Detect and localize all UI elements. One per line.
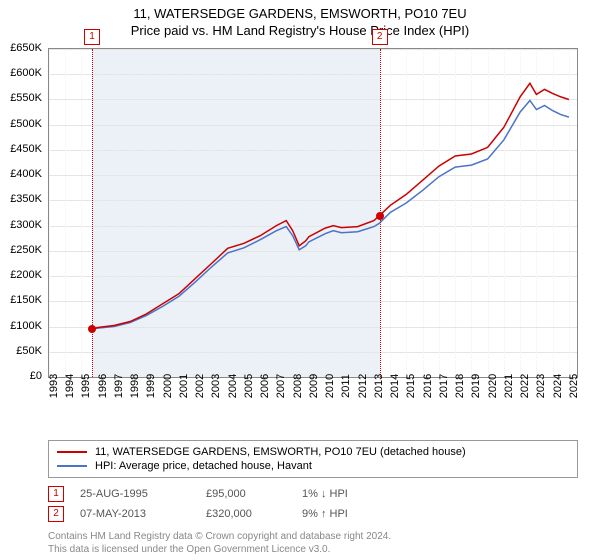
line-svg <box>49 49 577 377</box>
copyright: Contains HM Land Registry data © Crown c… <box>48 530 578 556</box>
xtick-label: 1996 <box>97 374 109 398</box>
xtick-label: 1994 <box>64 374 76 398</box>
xtick-label: 2007 <box>275 374 287 398</box>
xtick-label: 2008 <box>292 374 304 398</box>
xtick-label: 2004 <box>227 374 239 398</box>
xtick-label: 2015 <box>405 374 417 398</box>
ytick-label: £500K <box>0 118 42 130</box>
sale-hpi-2: 9% ↑ HPI <box>302 508 348 520</box>
chart-area: 12 £0£50K£100K£150K£200K£250K£300K£350K£… <box>48 48 578 398</box>
xtick-label: 2021 <box>503 374 515 398</box>
ytick-label: £200K <box>0 269 42 281</box>
marker-flag-2: 2 <box>372 29 388 45</box>
sale-price-2: £320,000 <box>206 508 286 520</box>
copyright-line1: Contains HM Land Registry data © Crown c… <box>48 530 578 543</box>
sale-date-2: 07-MAY-2013 <box>80 508 190 520</box>
ytick-label: £250K <box>0 244 42 256</box>
xtick-label: 2014 <box>389 374 401 398</box>
xtick-label: 1999 <box>145 374 157 398</box>
xtick-label: 2018 <box>454 374 466 398</box>
xtick-label: 2012 <box>357 374 369 398</box>
ytick-label: £50K <box>0 345 42 357</box>
xtick-label: 2013 <box>373 374 385 398</box>
xtick-label: 2011 <box>340 374 352 398</box>
xtick-label: 2022 <box>519 374 531 398</box>
ytick-label: £350K <box>0 193 42 205</box>
legend: 11, WATERSEDGE GARDENS, EMSWORTH, PO10 7… <box>48 440 578 478</box>
ytick-label: £150K <box>0 294 42 306</box>
xtick-label: 2002 <box>194 374 206 398</box>
xtick-label: 2005 <box>243 374 255 398</box>
plot-region: 12 <box>48 48 578 378</box>
chart-container: 11, WATERSEDGE GARDENS, EMSWORTH, PO10 7… <box>0 0 600 560</box>
ytick-label: £300K <box>0 219 42 231</box>
marker-flag-1: 1 <box>84 29 100 45</box>
sale-hpi-1: 1% ↓ HPI <box>302 488 348 500</box>
sale-marker-1: 1 <box>48 486 64 502</box>
marker-dot-2 <box>376 212 384 220</box>
xtick-label: 2019 <box>470 374 482 398</box>
xtick-label: 2020 <box>487 374 499 398</box>
ytick-label: £400K <box>0 168 42 180</box>
xtick-label: 1995 <box>80 374 92 398</box>
series-property <box>92 83 569 329</box>
xtick-label: 2009 <box>308 374 320 398</box>
xtick-label: 1997 <box>113 374 125 398</box>
ytick-label: £0 <box>0 370 42 382</box>
xtick-label: 2025 <box>568 374 580 398</box>
xtick-label: 2023 <box>535 374 547 398</box>
legend-swatch-hpi <box>57 465 87 467</box>
xtick-label: 2001 <box>178 374 190 398</box>
legend-item-property: 11, WATERSEDGE GARDENS, EMSWORTH, PO10 7… <box>57 445 569 459</box>
legend-label-property: 11, WATERSEDGE GARDENS, EMSWORTH, PO10 7… <box>95 446 466 458</box>
xtick-label: 2016 <box>422 374 434 398</box>
sale-row-2: 2 07-MAY-2013 £320,000 9% ↑ HPI <box>48 504 578 524</box>
chart-title-line1: 11, WATERSEDGE GARDENS, EMSWORTH, PO10 7… <box>0 0 600 21</box>
sales-table: 1 25-AUG-1995 £95,000 1% ↓ HPI 2 07-MAY-… <box>48 484 578 524</box>
sale-date-1: 25-AUG-1995 <box>80 488 190 500</box>
ytick-label: £100K <box>0 320 42 332</box>
sale-marker-2: 2 <box>48 506 64 522</box>
xtick-label: 2024 <box>552 374 564 398</box>
legend-label-hpi: HPI: Average price, detached house, Hava… <box>95 460 312 472</box>
xtick-label: 1993 <box>48 374 60 398</box>
copyright-line2: This data is licensed under the Open Gov… <box>48 543 578 556</box>
xtick-label: 2006 <box>259 374 271 398</box>
xtick-label: 1998 <box>129 374 141 398</box>
marker-dot-1 <box>88 325 96 333</box>
ytick-label: £650K <box>0 42 42 54</box>
legend-item-hpi: HPI: Average price, detached house, Hava… <box>57 459 569 473</box>
xtick-label: 2017 <box>438 374 450 398</box>
legend-swatch-property <box>57 451 87 453</box>
xtick-label: 2003 <box>210 374 222 398</box>
xtick-label: 2010 <box>324 374 336 398</box>
ytick-label: £550K <box>0 92 42 104</box>
sale-price-1: £95,000 <box>206 488 286 500</box>
xtick-label: 2000 <box>162 374 174 398</box>
sale-row-1: 1 25-AUG-1995 £95,000 1% ↓ HPI <box>48 484 578 504</box>
ytick-label: £600K <box>0 67 42 79</box>
ytick-label: £450K <box>0 143 42 155</box>
